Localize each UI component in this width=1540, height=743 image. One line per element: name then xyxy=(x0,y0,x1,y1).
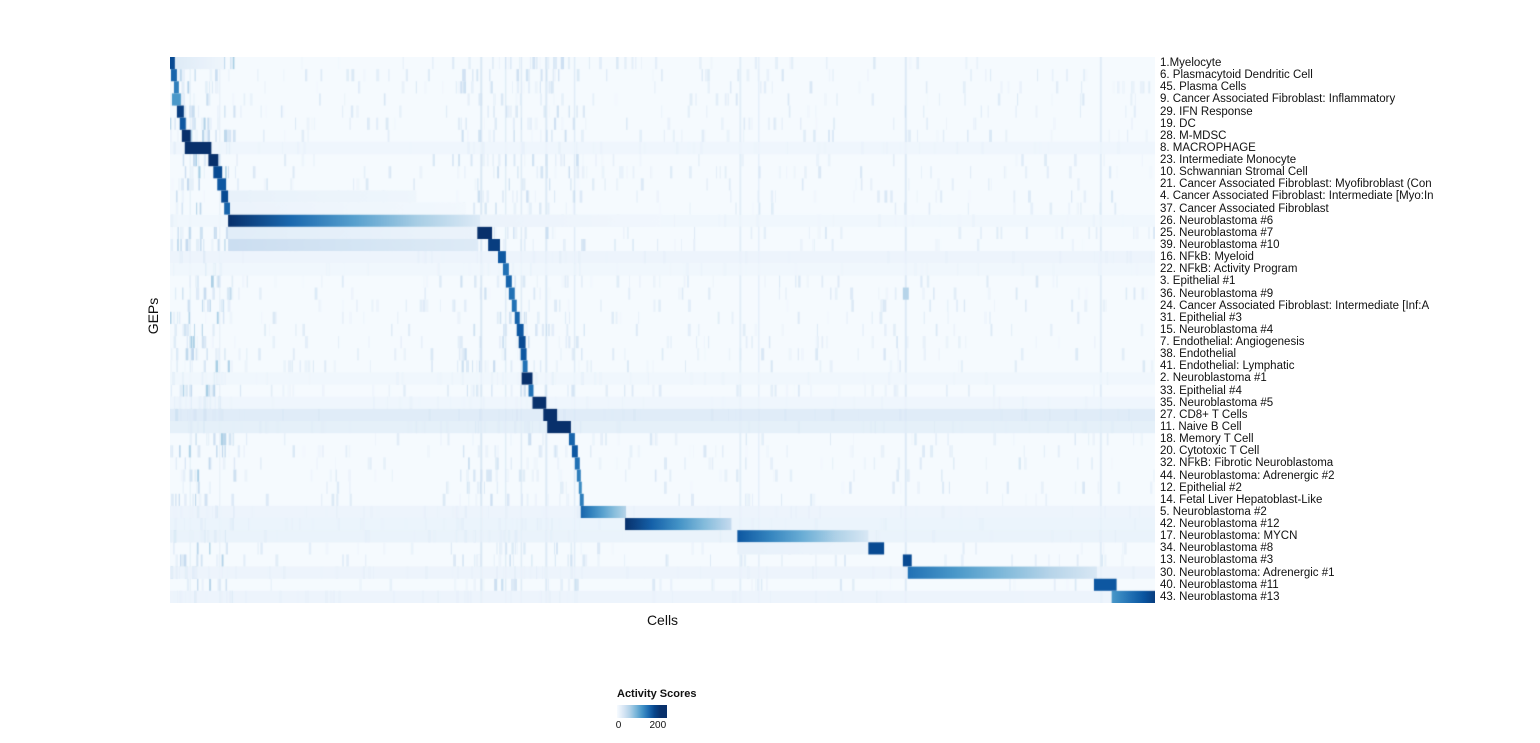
legend-tick-label: 0 xyxy=(615,720,622,731)
row-label: 21. Cancer Associated Fibroblast: Myofib… xyxy=(1160,178,1432,191)
row-label: 40. Neuroblastoma #11 xyxy=(1160,578,1279,591)
row-label: 19. DC xyxy=(1160,117,1196,130)
row-label: 10. Schwannian Stromal Cell xyxy=(1160,166,1308,179)
row-label: 9. Cancer Associated Fibroblast: Inflamm… xyxy=(1160,93,1396,106)
row-label: 39. Neuroblastoma #10 xyxy=(1160,239,1280,251)
row-label: 4. Cancer Associated Fibroblast: Interme… xyxy=(1160,190,1434,203)
row-label: 45. Plasma Cells xyxy=(1160,81,1247,94)
x-axis-label: Cells xyxy=(646,612,679,628)
row-label: 36. Neuroblastoma #9 xyxy=(1160,287,1274,300)
row-label: 12. Epithelial #2 xyxy=(1160,481,1242,494)
legend-gradient xyxy=(617,705,667,718)
row-label: 1.Myelocyte xyxy=(1160,57,1222,69)
row-label: 33. Epithelial #4 xyxy=(1160,384,1242,397)
row-label: 42. Neuroblastoma #12 xyxy=(1160,518,1280,531)
row-label: 26. Neuroblastoma #6 xyxy=(1160,214,1274,227)
row-label: 25. Neuroblastoma #7 xyxy=(1160,226,1274,239)
row-label: 27. CD8+ T Cells xyxy=(1160,408,1248,421)
colorbar-legend: Activity Scores 0 200 xyxy=(615,688,757,734)
legend-tick-label: 200 xyxy=(649,720,667,731)
row-label: 41. Endothelial: Lymphatic xyxy=(1160,360,1295,373)
row-label: 44. Neuroblastoma: Adrenergic #2 xyxy=(1160,469,1335,482)
row-label: 28. M-MDSC xyxy=(1160,129,1227,142)
row-label: 29. IFN Response xyxy=(1160,105,1253,118)
y-axis-label: GEPs xyxy=(145,297,161,335)
row-label: 14. Fetal Liver Hepatoblast-Like xyxy=(1160,493,1323,506)
row-label: 34. Neuroblastoma #8 xyxy=(1160,542,1274,555)
row-label: 18. Memory T Cell xyxy=(1160,433,1254,446)
row-label: 7. Endothelial: Angiogenesis xyxy=(1160,336,1305,349)
row-label: 32. NFkB: Fibrotic Neuroblastoma xyxy=(1160,457,1334,470)
row-label: 35. Neuroblastoma #5 xyxy=(1160,396,1274,409)
row-label: 13. Neuroblastoma #3 xyxy=(1160,554,1274,567)
row-label: 2. Neuroblastoma #1 xyxy=(1160,372,1267,385)
row-label: 23. Intermediate Monocyte xyxy=(1160,154,1297,167)
row-label: 17. Neuroblastoma: MYCN xyxy=(1160,530,1298,543)
row-label: 5. Neuroblastoma #2 xyxy=(1160,505,1267,518)
row-label: 22. NFkB: Activity Program xyxy=(1160,263,1298,276)
legend-ticks: 0 200 xyxy=(615,720,667,734)
row-label: 43. Neuroblastoma #13 xyxy=(1160,590,1280,603)
legend-title: Activity Scores xyxy=(617,688,697,700)
row-label: 16. NFkB: Myeloid xyxy=(1160,251,1254,264)
row-label: 31. Epithelial #3 xyxy=(1160,311,1242,324)
row-labels: 1.Myelocyte 6. Plasmacytoid Dendritic Cel… xyxy=(1160,57,1540,607)
row-label: 37. Cancer Associated Fibroblast xyxy=(1160,202,1329,215)
row-label: 24. Cancer Associated Fibroblast: Interm… xyxy=(1160,299,1430,312)
row-label: 20. Cytotoxic T Cell xyxy=(1160,445,1260,458)
row-label: 30. Neuroblastoma: Adrenergic #1 xyxy=(1160,566,1335,579)
row-label: 6. Plasmacytoid Dendritic Cell xyxy=(1160,69,1313,82)
row-label: 11. Naive B Cell xyxy=(1160,421,1242,433)
row-label: 15. Neuroblastoma #4 xyxy=(1160,323,1274,336)
row-label: 3. Epithelial #1 xyxy=(1160,275,1236,288)
row-label: 38. Endothelial xyxy=(1160,348,1237,361)
heatmap-canvas xyxy=(170,57,1155,603)
row-label: 8. MACROPHAGE xyxy=(1160,141,1256,154)
